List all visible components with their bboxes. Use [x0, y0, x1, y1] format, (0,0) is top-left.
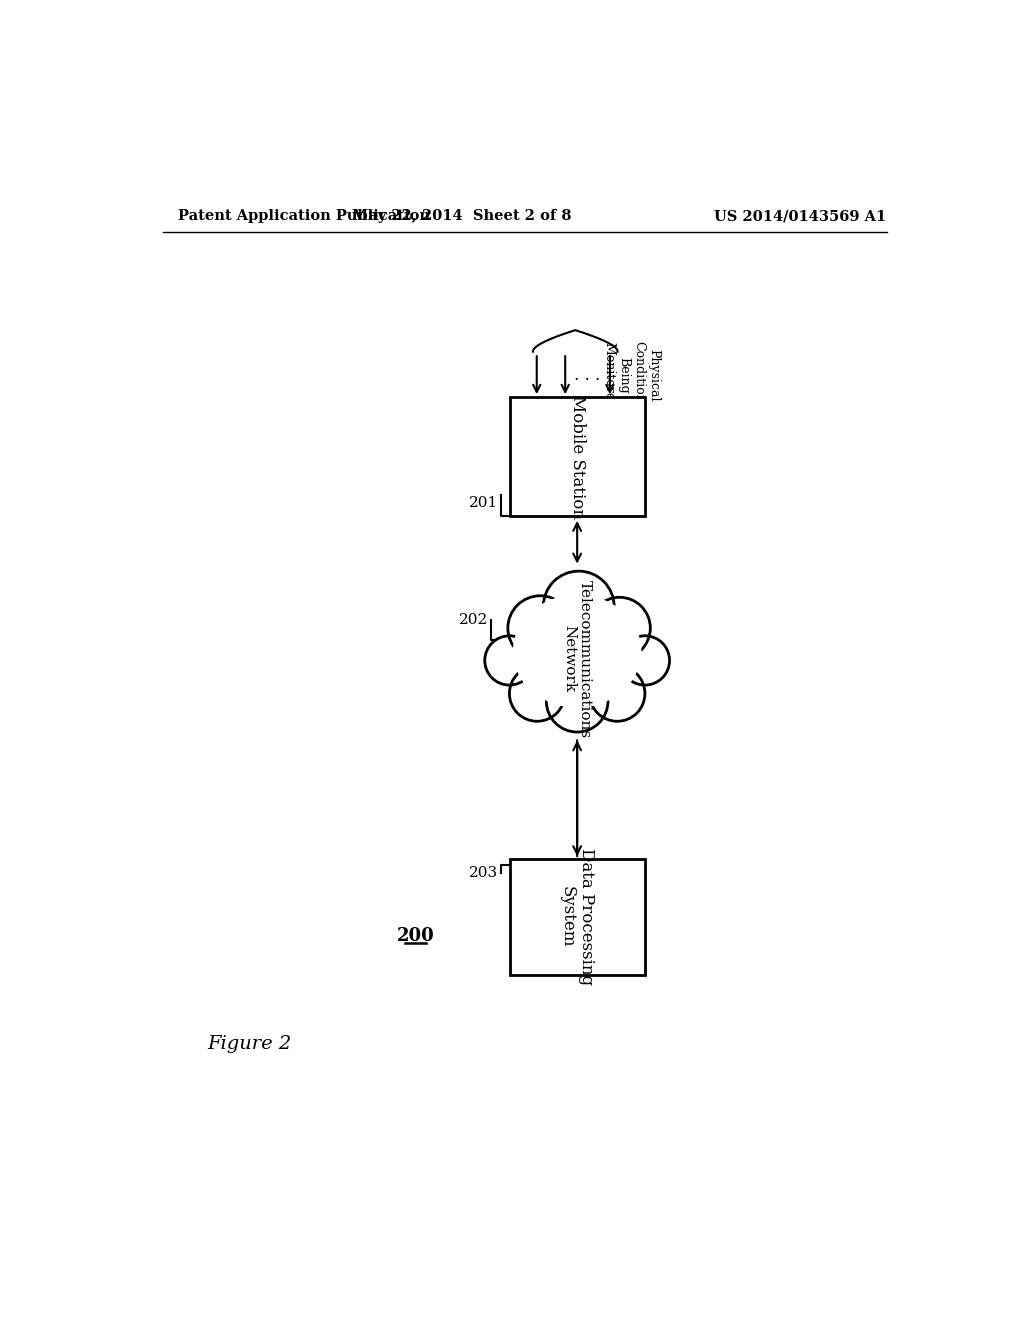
Text: Mobile Station: Mobile Station — [568, 395, 586, 519]
Text: Physical
Conditions
Being
Monitored: Physical Conditions Being Monitored — [602, 341, 660, 409]
Circle shape — [590, 665, 645, 721]
Text: 203: 203 — [469, 866, 499, 880]
Text: US 2014/0143569 A1: US 2014/0143569 A1 — [715, 209, 887, 223]
Text: May 22, 2014  Sheet 2 of 8: May 22, 2014 Sheet 2 of 8 — [352, 209, 571, 223]
Text: Data Processing
System: Data Processing System — [559, 849, 596, 986]
Text: 201: 201 — [469, 496, 499, 511]
Circle shape — [508, 595, 572, 660]
Text: Figure 2: Figure 2 — [208, 1035, 292, 1053]
Circle shape — [484, 636, 535, 685]
Text: Telecommunications
Network: Telecommunications Network — [562, 579, 592, 738]
Circle shape — [589, 597, 650, 659]
Text: 200: 200 — [396, 927, 434, 945]
Text: Patent Application Publication: Patent Application Publication — [178, 209, 430, 223]
Circle shape — [621, 636, 670, 685]
Bar — [510, 859, 644, 974]
Text: 202: 202 — [459, 614, 488, 627]
Text: . . .: . . . — [574, 367, 601, 384]
Ellipse shape — [514, 595, 641, 708]
Circle shape — [544, 572, 614, 642]
Bar — [510, 397, 644, 516]
Circle shape — [547, 671, 608, 733]
Ellipse shape — [502, 583, 652, 718]
Circle shape — [509, 665, 565, 721]
